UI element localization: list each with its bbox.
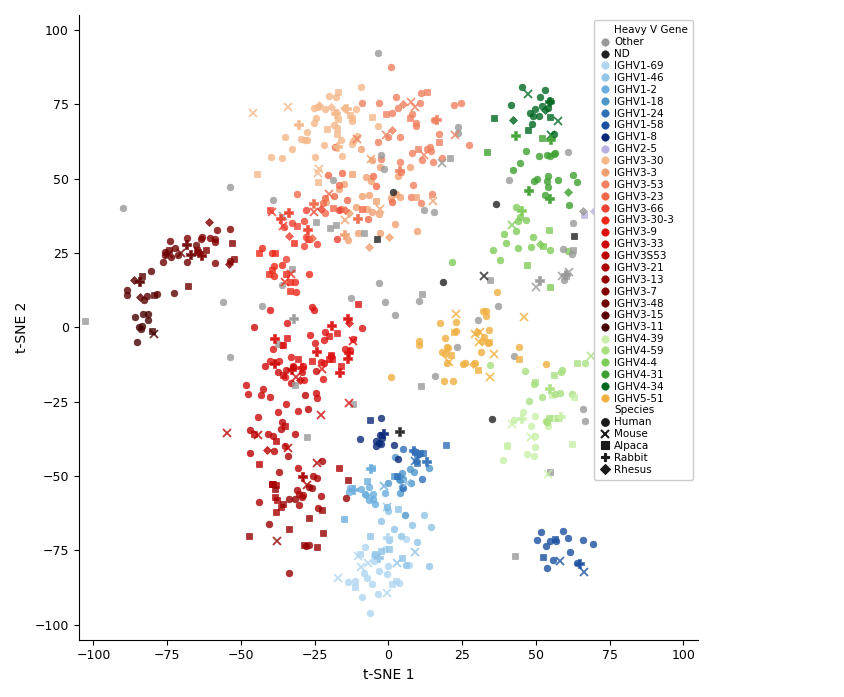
Legend: Heavy V Gene, Other, ND, IGHV1-69, IGHV1-46, IGHV1-2, IGHV1-18, IGHV1-24, IGHV1-: Heavy V Gene, Other, ND, IGHV1-69, IGHV1… — [594, 20, 693, 480]
X-axis label: t-SNE 1: t-SNE 1 — [363, 668, 414, 682]
Y-axis label: t-SNE 2: t-SNE 2 — [15, 302, 29, 353]
